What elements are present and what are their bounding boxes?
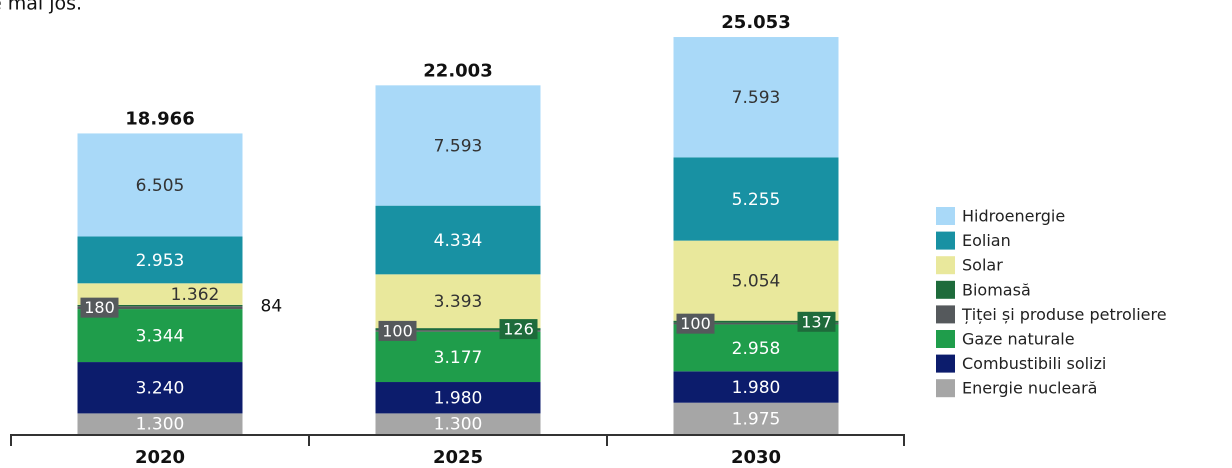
value-label: 1.300 bbox=[434, 415, 483, 435]
subtitle: e mai jos. bbox=[0, 0, 82, 15]
legend-swatch bbox=[936, 280, 955, 299]
legend-label: Gaze naturale bbox=[962, 330, 1075, 349]
value-label: 4.334 bbox=[434, 231, 483, 251]
legend-swatch bbox=[936, 256, 955, 275]
value-label: 2.953 bbox=[136, 251, 185, 271]
legend-label: Țiței și produse petroliere bbox=[961, 305, 1167, 324]
bar-segment bbox=[673, 240, 839, 321]
legend-swatch bbox=[936, 305, 955, 324]
bar-segment bbox=[77, 413, 243, 434]
legend-label: Combustibili solizi bbox=[962, 354, 1106, 373]
bar-segment bbox=[375, 328, 541, 331]
total-label: 25.053 bbox=[721, 12, 790, 33]
x-tick-label: 2020 bbox=[135, 447, 185, 468]
x-tick-label: 2025 bbox=[433, 447, 483, 468]
axis bbox=[10, 434, 905, 446]
legend-swatch bbox=[936, 379, 955, 398]
legend-swatch bbox=[936, 330, 955, 348]
value-label: 3.240 bbox=[136, 379, 185, 399]
value-label: 137 bbox=[801, 312, 832, 331]
legend-label: Hidroenergie bbox=[962, 207, 1065, 226]
value-label: 1.300 bbox=[136, 415, 185, 435]
bar-segment bbox=[673, 371, 839, 403]
bar-segment bbox=[375, 85, 541, 206]
value-label: 126 bbox=[503, 320, 534, 339]
bar-segment bbox=[375, 205, 541, 275]
bar-segment bbox=[77, 362, 243, 414]
value-label-box bbox=[80, 297, 119, 318]
value-label: 100 bbox=[382, 321, 413, 340]
value-label: 2.958 bbox=[732, 339, 781, 359]
value-label: 3.344 bbox=[136, 327, 185, 347]
value-label: 7.593 bbox=[732, 88, 781, 108]
value-label: 6.505 bbox=[136, 176, 185, 196]
legend-swatch bbox=[936, 354, 955, 373]
bar-segment bbox=[77, 283, 243, 305]
value-label: 84 bbox=[261, 297, 283, 317]
legend-label: Solar bbox=[962, 256, 1003, 275]
value-label: 3.393 bbox=[434, 292, 483, 312]
bar-segment bbox=[77, 133, 243, 237]
value-label: 5.054 bbox=[732, 272, 781, 292]
value-label-box bbox=[797, 311, 836, 332]
total-label: 18.966 bbox=[125, 108, 194, 129]
value-label: 3.177 bbox=[434, 348, 483, 368]
value-label-box bbox=[499, 319, 538, 340]
x-tick-label: 2030 bbox=[731, 447, 781, 468]
bar-segment bbox=[77, 306, 243, 310]
legend-label: Biomasă bbox=[962, 280, 1031, 299]
value-label-box bbox=[378, 320, 417, 341]
value-label: 180 bbox=[84, 298, 115, 317]
legend-swatch bbox=[936, 231, 955, 250]
bar-segment bbox=[77, 304, 243, 307]
bar-segment bbox=[673, 402, 839, 434]
bar-segment bbox=[673, 37, 839, 158]
bar-segment bbox=[77, 309, 243, 363]
bar-segment bbox=[77, 236, 243, 284]
bar-segment bbox=[375, 382, 541, 414]
value-label: 7.593 bbox=[434, 136, 483, 156]
value-label: 5.255 bbox=[732, 190, 781, 210]
bar-segment bbox=[673, 322, 839, 325]
value-label: 1.980 bbox=[732, 378, 781, 398]
value-label: 100 bbox=[680, 314, 711, 333]
bar-segment bbox=[375, 413, 541, 434]
value-label: 1.975 bbox=[732, 409, 781, 429]
value-label: 1.362 bbox=[171, 285, 220, 305]
value-label: 1.980 bbox=[434, 389, 483, 409]
value-label-box bbox=[676, 313, 715, 334]
total-label: 22.003 bbox=[423, 60, 492, 81]
legend-swatch bbox=[936, 207, 955, 225]
legend-label: Eolian bbox=[962, 231, 1011, 250]
bar-segment bbox=[375, 330, 541, 332]
legend-label: Energie nucleară bbox=[962, 379, 1097, 398]
bar-segment bbox=[673, 320, 839, 323]
bar-segment bbox=[673, 157, 839, 241]
